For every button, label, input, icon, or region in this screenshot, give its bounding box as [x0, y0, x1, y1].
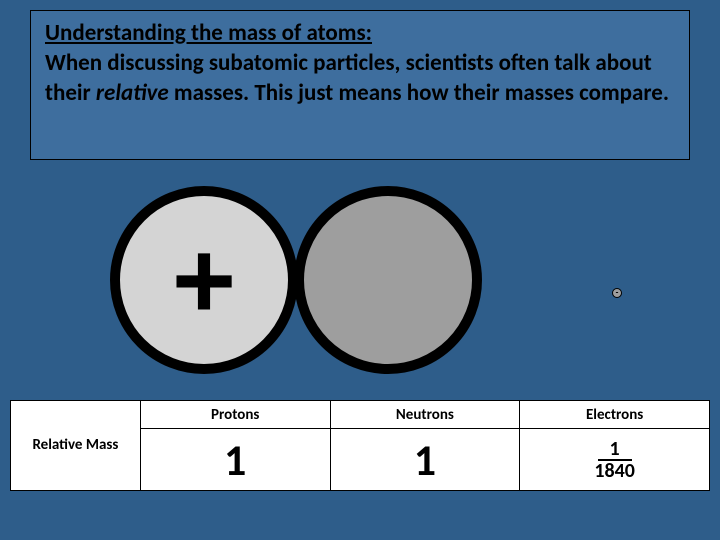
electron-mass-fraction: 1 1840 [594, 439, 635, 481]
electron-minus-symbol: - [616, 291, 619, 296]
col-header-electrons: Electrons [520, 401, 710, 429]
fraction-numerator: 1 [598, 439, 632, 461]
table-header-row: Relative Mass Protons Neutrons Electrons [11, 401, 710, 429]
slide: Understanding the mass of atoms: When di… [0, 0, 720, 540]
particles-row: + - [110, 180, 670, 380]
body-post: masses. This just means how their masses… [169, 79, 669, 107]
proton-icon: + [110, 186, 298, 374]
value-electrons: 1 1840 [520, 429, 710, 491]
body-text: When discussing subatomic particles, sci… [45, 49, 675, 109]
row-label: Relative Mass [32, 436, 118, 454]
fraction-denominator: 1840 [594, 461, 635, 481]
col-header-neutrons: Neutrons [330, 401, 520, 429]
proton-plus-symbol: + [172, 242, 236, 319]
row-label-cell: Relative Mass [11, 401, 141, 491]
electron-icon: - [612, 288, 622, 298]
mass-table: Relative Mass Protons Neutrons Electrons… [10, 400, 710, 491]
col-header-protons: Protons [140, 401, 330, 429]
body-italic: relative [96, 79, 169, 107]
title-line: Understanding the mass of atoms: [45, 19, 675, 49]
neutron-icon [294, 186, 482, 374]
value-protons: 1 [140, 429, 330, 491]
intro-text-box: Understanding the mass of atoms: When di… [30, 10, 690, 160]
value-neutrons: 1 [330, 429, 520, 491]
